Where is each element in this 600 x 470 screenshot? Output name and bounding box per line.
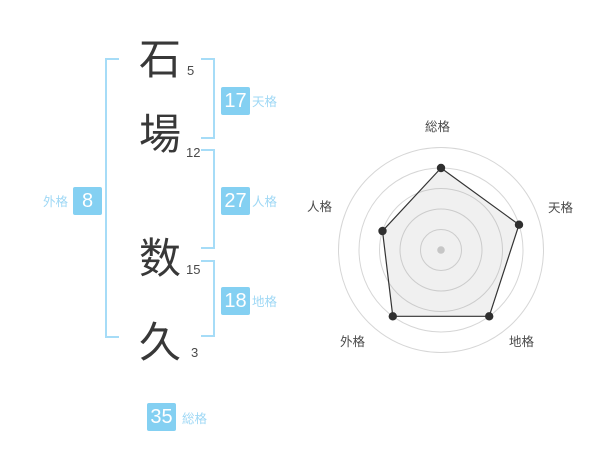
gaikaku-score-badge: 8: [73, 187, 102, 215]
stroke-count-1: 5: [187, 63, 195, 78]
stroke-count-2: 12: [186, 145, 201, 160]
radar-grid-ring: [420, 229, 462, 271]
radar-axis-label-tenkaku: 天格: [548, 201, 574, 215]
radar-axis-label-soukaku: 総格: [424, 120, 450, 134]
radar-grid-ring: [338, 147, 544, 353]
radar-data-point: [378, 226, 387, 236]
radar-axis-label-gaikaku: 外格: [340, 335, 366, 349]
name-char-1: 石: [138, 36, 181, 83]
radar-axis-label-jinkaku: 人格: [307, 200, 333, 214]
tenkaku-bracket: [201, 58, 215, 139]
stroke-count-4: 3: [191, 345, 199, 360]
soukaku-label: 総格: [182, 412, 208, 426]
jinkaku-label: 人格: [252, 195, 278, 209]
gaikaku-label: 外格: [42, 195, 68, 209]
chikaku-bracket: [201, 260, 215, 337]
radar-data-point: [436, 163, 446, 173]
radar-grid-ring: [379, 188, 503, 312]
chikaku-label: 地格: [252, 295, 278, 309]
gaikaku-bracket: [105, 58, 119, 338]
tenkaku-score-badge: 17: [221, 87, 250, 115]
radar-data-point: [388, 312, 397, 321]
name-char-3: 数: [138, 235, 181, 282]
radar-center-dot: [437, 246, 445, 254]
radar-data-point: [514, 220, 524, 229]
name-char-4: 久: [138, 319, 181, 366]
name-char-2: 場: [138, 111, 181, 158]
stroke-count-3: 15: [186, 262, 201, 277]
radar-grid-ring: [399, 208, 483, 292]
chikaku-score-badge: 18: [221, 287, 250, 315]
radar-data-point: [485, 312, 494, 321]
jinkaku-bracket: [201, 149, 215, 249]
jinkaku-score-badge: 27: [221, 187, 250, 215]
radar-axis-label-chikaku: 地格: [509, 335, 535, 349]
tenkaku-label: 天格: [252, 95, 278, 109]
soukaku-score-badge: 35: [147, 403, 176, 431]
radar-chart: [338, 147, 544, 353]
radar-data-polygon: [381, 167, 520, 317]
